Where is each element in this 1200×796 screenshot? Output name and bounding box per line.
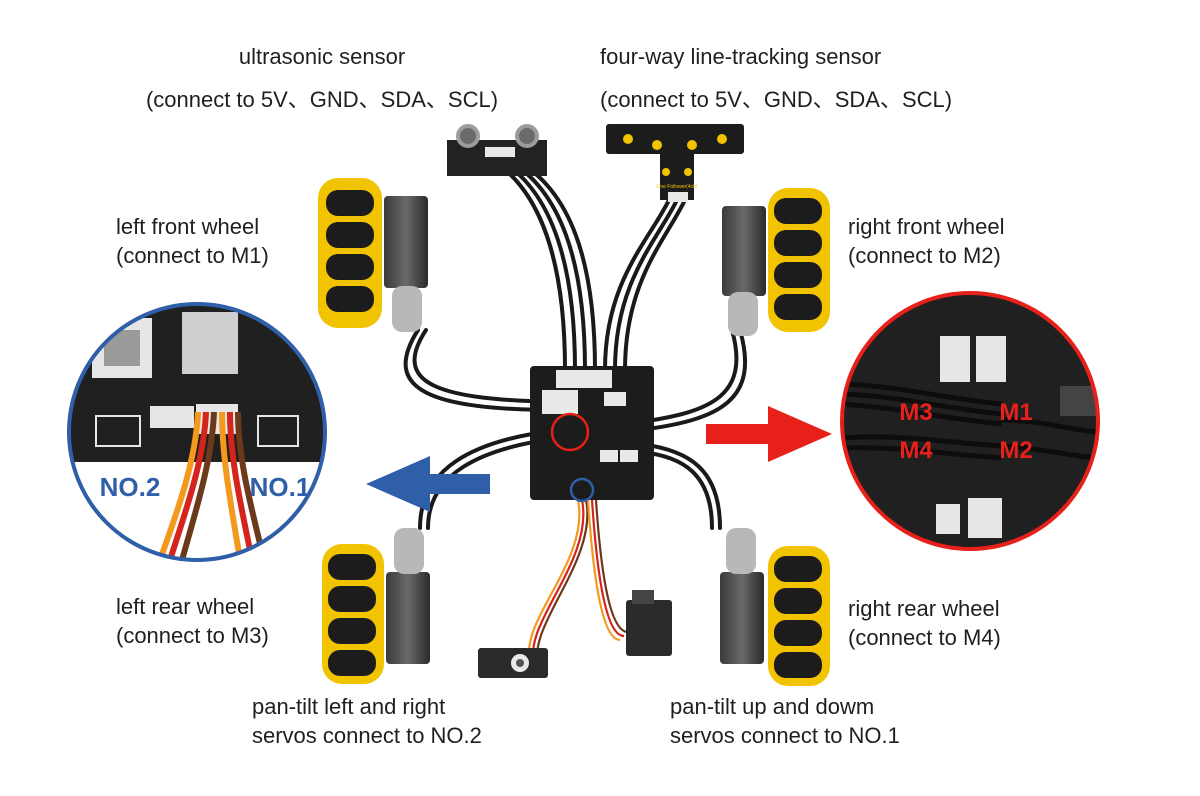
right-front-label: right front wheel (connect to M2) <box>848 212 1005 270</box>
red-arrow-icon <box>706 406 832 462</box>
left-front-connect: (connect to M1) <box>116 243 269 268</box>
right-rear-label: right rear wheel (connect to M4) <box>848 594 1001 652</box>
servo-up-down-icon <box>626 590 672 656</box>
left-rear-title: left rear wheel <box>116 594 255 619</box>
pan-tilt-ud-label: pan-tilt up and dowm servos connect to N… <box>670 692 900 750</box>
port-m3-label: M3 <box>899 399 932 426</box>
right-rear-title: right rear wheel <box>848 596 1000 621</box>
ultrasonic-label: ultrasonic sensor (connect to 5V、GND、SDA… <box>122 42 522 114</box>
servo-wires <box>527 499 629 665</box>
sensor-module-name: Line Follower(4ch) <box>656 184 697 190</box>
servo-left-right-icon <box>478 648 548 678</box>
line-tracking-sensor-icon: Line Follower(4ch) <box>606 124 744 202</box>
main-board <box>530 366 654 503</box>
line-tracking-title: four-way line-tracking sensor <box>600 44 882 69</box>
pan-tilt-lr-line1: pan-tilt left and right <box>252 694 446 719</box>
left-front-wheel-icon <box>318 178 428 332</box>
zoom-left-detail: NO.2 NO.1 <box>67 302 327 562</box>
right-front-connect: (connect to M2) <box>848 243 1001 268</box>
left-front-label: left front wheel (connect to M1) <box>116 212 269 270</box>
ultrasonic-title: ultrasonic sensor <box>238 44 406 69</box>
left-rear-connect: (connect to M3) <box>116 623 269 648</box>
right-rear-connect: (connect to M4) <box>848 625 1001 650</box>
port-m1-label: M1 <box>999 399 1032 426</box>
ultrasonic-sensor-icon <box>447 124 547 176</box>
port-m2-label: M2 <box>999 437 1032 464</box>
left-front-title: left front wheel <box>116 214 260 239</box>
right-front-wheel-icon <box>722 188 830 336</box>
pan-tilt-ud-line1: pan-tilt up and dowm <box>670 694 875 719</box>
left-rear-label: left rear wheel (connect to M3) <box>116 592 269 650</box>
right-front-title: right front wheel <box>848 214 1005 239</box>
pan-tilt-lr-label: pan-tilt left and right servos connect t… <box>252 692 482 750</box>
zoom-right-detail: M3 M1 M4 M2 <box>840 291 1100 551</box>
left-rear-wheel-icon <box>322 528 430 684</box>
pan-tilt-lr-line2: servos connect to NO.2 <box>252 723 482 748</box>
ultrasonic-connect: (connect to 5V、GND、SDA、SCL) <box>145 87 499 112</box>
line-tracking-label: four-way line-tracking sensor (connect t… <box>600 42 952 114</box>
line-tracking-connect: (connect to 5V、GND、SDA、SCL) <box>600 87 953 112</box>
port-m4-label: M4 <box>899 437 933 464</box>
right-rear-wheel-icon <box>720 528 830 686</box>
pan-tilt-ud-line2: servos connect to NO.1 <box>670 723 900 748</box>
port-no1-label: NO.1 <box>250 472 311 502</box>
port-no2-label: NO.2 <box>100 472 161 502</box>
blue-arrow-icon <box>366 456 490 512</box>
